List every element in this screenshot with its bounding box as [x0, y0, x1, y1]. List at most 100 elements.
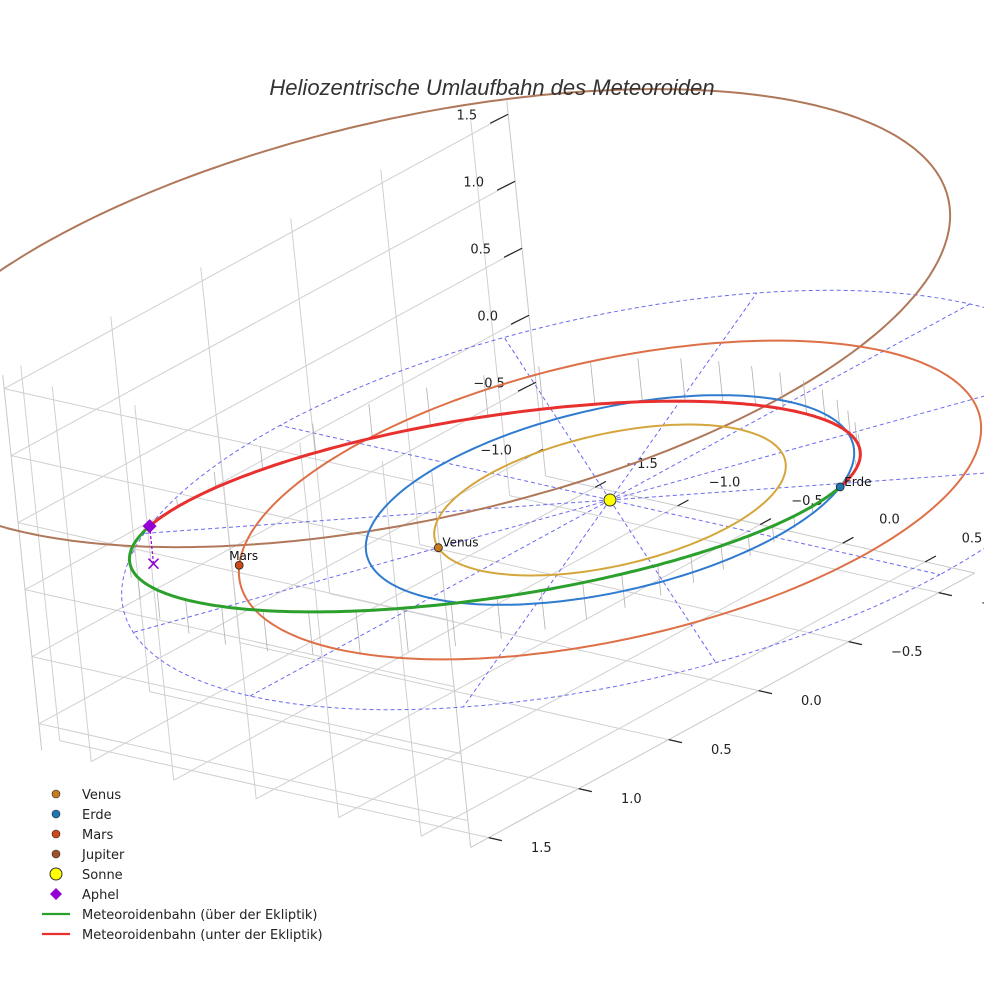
drop-line — [312, 423, 317, 453]
drop-line — [836, 399, 841, 427]
grid-line — [299, 442, 340, 818]
pane-edge — [470, 572, 975, 848]
grid-line — [173, 505, 678, 781]
grid-line — [90, 486, 596, 763]
legend-marker — [51, 809, 61, 819]
planet-label-venus: Venus — [442, 536, 478, 550]
drop-line — [450, 603, 456, 647]
grid-line — [20, 365, 61, 741]
drop-line — [483, 375, 489, 417]
grid-line — [17, 247, 523, 524]
drop-line — [847, 410, 851, 435]
grid-line — [17, 522, 448, 621]
drop-line — [403, 608, 409, 652]
meteoroid-orbit-above — [127, 485, 842, 614]
legend-marker — [51, 829, 61, 839]
drop-line — [590, 360, 596, 405]
legend-marker — [49, 867, 63, 881]
legend-label: Aphel — [82, 888, 119, 903]
grid-line — [31, 656, 462, 755]
chart-title: Heliozentrische Umlaufbahn des Meteoroid… — [269, 75, 714, 100]
tick-mark — [503, 247, 523, 258]
pane-edge — [2, 375, 43, 751]
drop-line — [426, 387, 431, 426]
tick-mark — [668, 739, 683, 744]
tick-mark — [938, 592, 953, 597]
grid-lines — [2, 100, 975, 848]
tick-mark — [924, 555, 937, 563]
grid-line — [38, 723, 469, 822]
meteoroid-orbit-below — [148, 399, 862, 528]
tick-mark — [496, 180, 516, 191]
grid-line — [110, 316, 151, 692]
grid-line — [216, 423, 257, 800]
tick-mark — [759, 518, 772, 526]
ecliptic-reference-spoke — [503, 337, 611, 501]
legend-marker — [51, 789, 61, 799]
grid-line — [31, 381, 537, 658]
legend-label: Venus — [82, 788, 121, 803]
drop-line — [779, 372, 784, 410]
grid-line — [10, 180, 516, 457]
drop-line — [540, 590, 546, 630]
drop-line — [718, 361, 724, 403]
grid-line — [419, 544, 849, 643]
grid-line — [134, 405, 175, 781]
pane-edge — [506, 100, 547, 477]
grid-line — [381, 460, 422, 837]
drop-line — [821, 389, 826, 421]
x-tick-label: −1.5 — [626, 457, 658, 472]
planet-venus — [433, 543, 443, 553]
tick-mark — [677, 499, 689, 507]
grid-line — [3, 113, 509, 390]
grid-line — [255, 524, 761, 800]
z-tick-label: −1.0 — [480, 443, 512, 458]
tick-mark — [578, 788, 593, 793]
drop-line — [637, 358, 643, 402]
sun-marker — [603, 493, 617, 507]
grid-line — [51, 386, 92, 762]
z-tick-label: 1.5 — [456, 108, 477, 123]
drop-line — [657, 564, 662, 596]
tick-mark — [594, 480, 607, 488]
legend: Venus Erde Mars Jupiter Sonne Aphel Meteoroide… — [42, 788, 323, 943]
y-tick-label: 0.0 — [801, 694, 822, 709]
tick-mark — [488, 837, 503, 842]
legend-label: Mars — [82, 828, 114, 843]
drop-line — [308, 611, 314, 655]
legend-marker — [50, 888, 62, 900]
grid-line — [338, 542, 843, 819]
aphelion-marker — [142, 519, 157, 534]
orbit-venus — [433, 423, 787, 577]
legend-label: Sonne — [82, 868, 123, 883]
aphelion-projection-mark — [147, 558, 160, 570]
drop-line — [802, 380, 808, 415]
tick-mark — [510, 314, 530, 325]
drop-line — [854, 422, 858, 443]
x-tick-label: 0.5 — [962, 531, 983, 546]
legend-label: Erde — [82, 808, 112, 823]
drop-line — [368, 403, 373, 439]
tick-mark — [848, 641, 863, 646]
drop-line — [720, 545, 724, 570]
drop-line — [772, 526, 775, 543]
planet-erde — [835, 482, 845, 492]
drop-line — [680, 358, 686, 402]
grid-line — [59, 740, 489, 839]
tick-mark — [517, 381, 537, 392]
legend-label: Meteoroidenbahn (über der Ekliptik) — [82, 908, 318, 923]
tick-mark — [842, 536, 854, 544]
orbit-jupiter — [0, 88, 952, 549]
grid-line — [149, 691, 579, 790]
grid-line — [4, 388, 434, 487]
legend-marker — [51, 849, 61, 859]
drop-line — [156, 589, 161, 619]
grid-line — [290, 218, 331, 594]
grid-line — [470, 120, 511, 496]
z-tick-label: 0.5 — [470, 242, 491, 257]
y-tick-label: −1.0 — [981, 596, 984, 611]
drop-line — [221, 606, 226, 645]
legend-label: Meteoroidenbahn (unter der Ekliptik) — [82, 928, 323, 943]
planet-mars — [234, 560, 244, 570]
y-tick-label: −0.5 — [891, 645, 923, 660]
